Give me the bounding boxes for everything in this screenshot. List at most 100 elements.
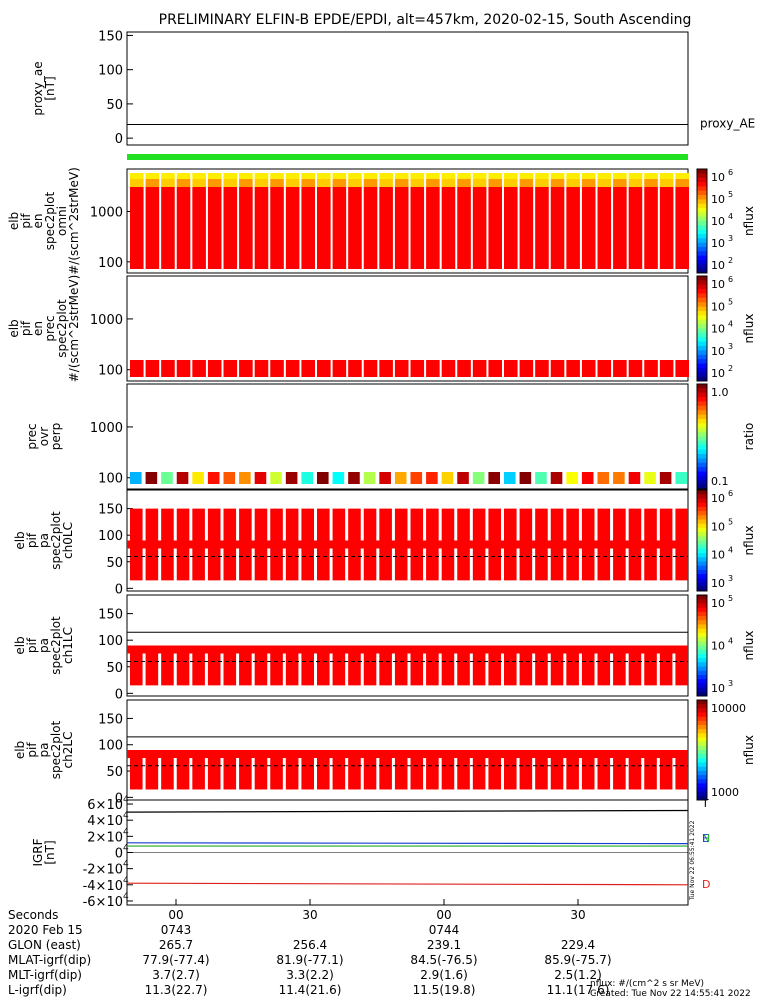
spectrogram-column: [254, 187, 269, 269]
spectrogram-column: [472, 187, 487, 269]
spectrogram-column-mid: [550, 179, 565, 187]
colorbar-cell: [697, 359, 707, 364]
spectrogram-column-mid: [581, 179, 596, 187]
colorbar-cell: [697, 523, 707, 529]
colorbar-cell: [697, 289, 707, 294]
colorbar-cell: [697, 527, 707, 533]
colorbar-cell: [697, 260, 707, 265]
ratio-cell: [394, 472, 407, 484]
spectrogram-column: [581, 187, 596, 269]
y-tick-label: -4×10: [83, 879, 123, 894]
spectrogram-column-mid: [317, 179, 331, 187]
colorbar-cell: [697, 687, 707, 693]
pitch-angle-column: [426, 750, 439, 790]
spectrogram-column: [613, 187, 627, 269]
colorbar-cell: [697, 578, 707, 584]
pitch-angle-column: [566, 750, 579, 790]
colorbar-cell: [697, 427, 707, 433]
colorbar-cell: [697, 603, 707, 609]
colorbar-cell: [697, 557, 707, 563]
pitch-angle-column: [488, 750, 501, 790]
pitch-angle-column: [519, 750, 533, 790]
ratio-cell: [457, 472, 469, 484]
spectrogram-column: [659, 360, 674, 377]
spectrogram-column: [207, 360, 222, 377]
y-tick-label: -6×10: [83, 895, 123, 910]
colorbar-cell: [697, 251, 707, 257]
ratio-cell: [426, 472, 438, 484]
igrf-legend-T: T: [701, 797, 709, 810]
y-tick-label: 2×10: [87, 830, 123, 845]
spectrogram-column: [410, 187, 425, 269]
colorbar-cell: [697, 741, 707, 747]
spectrogram-column: [566, 187, 580, 269]
y-tick-label: 100: [98, 529, 123, 544]
ratio-cell: [130, 472, 142, 484]
time-axis-row-label: GLON (east): [8, 938, 81, 952]
spectrogram-column-top: [613, 173, 627, 179]
pitch-angle-column: [504, 750, 517, 790]
colorbar-tick-exponent: 5: [728, 517, 733, 526]
spectrogram-column: [597, 187, 612, 269]
time-axis-value: 30: [302, 908, 318, 922]
spectrogram-column-top: [348, 173, 362, 179]
colorbar-tick-label: 1.0: [711, 386, 729, 399]
colorbar-cell: [697, 511, 707, 516]
spectrogram-column: [457, 360, 471, 377]
colorbar-cell: [697, 436, 707, 442]
y-axis-label-line: spec2plot: [49, 616, 63, 675]
spectrogram-column: [550, 187, 565, 269]
created-label: Created: Tue Nov 22 14:55:41 2022: [590, 989, 751, 999]
ratio-cell: [176, 472, 189, 484]
colorbar-cell: [697, 766, 707, 772]
spectrogram-column: [348, 187, 362, 269]
spectrogram-column: [488, 187, 502, 269]
colorbar-cell: [697, 720, 707, 726]
spectrogram-column-mid: [207, 179, 222, 187]
spectrogram-column-top: [207, 173, 222, 179]
pitch-angle-column: [270, 750, 283, 790]
y-axis-label-line: pif: [19, 320, 33, 336]
colorbar-cell: [697, 674, 707, 680]
spectrogram-column-mid: [254, 179, 269, 187]
colorbar-frame: [696, 699, 708, 801]
colorbar-cell: [697, 195, 707, 200]
pitch-angle-column: [192, 750, 205, 790]
spectrogram-column-top: [394, 173, 409, 179]
ratio-cell: [285, 472, 298, 484]
pitch-angle-column: [504, 645, 517, 686]
y-axis-label-line: pif: [25, 742, 39, 758]
y-tick-label: 100: [98, 634, 123, 649]
ratio-cell: [410, 472, 423, 484]
green-quality-bar: [127, 154, 688, 160]
spectrogram-column: [613, 360, 627, 377]
igrf-legend-E: E: [702, 832, 709, 845]
time-axis-table: Seconds 00 30 00 30 2020 Feb 15 0743 0744 GLON (…: [0, 908, 775, 1000]
pitch-angle-column: [394, 645, 408, 686]
spectrogram-column-top: [176, 173, 191, 179]
y-axis-label-line: en: [31, 321, 45, 336]
pitch-angle-column: [628, 750, 642, 790]
colorbar-cell: [697, 225, 707, 231]
colorbar-cell: [697, 449, 707, 455]
time-axis-row: Seconds 00 30 00 30: [0, 908, 775, 922]
spectrogram-column: [176, 187, 191, 269]
colorbar-tick-label: 10000: [711, 702, 746, 715]
spectrogram-column-top: [363, 173, 378, 179]
y-axis-label-line: [nT]: [43, 840, 57, 864]
colorbar-cell: [697, 645, 707, 651]
time-axis-value: 2.9(1.6): [420, 968, 468, 982]
colorbar-cell: [697, 716, 707, 722]
y-tick-label: 150: [98, 503, 123, 518]
colorbar-cell: [697, 745, 707, 751]
y-axis-label-line: ch0LC: [61, 522, 75, 559]
time-axis-row-label: MLAT-igrf(dip): [8, 953, 92, 967]
pitch-angle-column: [130, 645, 143, 686]
colorbar-tick-exponent: 3: [728, 574, 733, 583]
spectrogram-column-mid: [659, 179, 674, 187]
spectrogram-column-top: [285, 173, 300, 179]
time-axis-value: 77.9(-77.4): [142, 953, 210, 967]
